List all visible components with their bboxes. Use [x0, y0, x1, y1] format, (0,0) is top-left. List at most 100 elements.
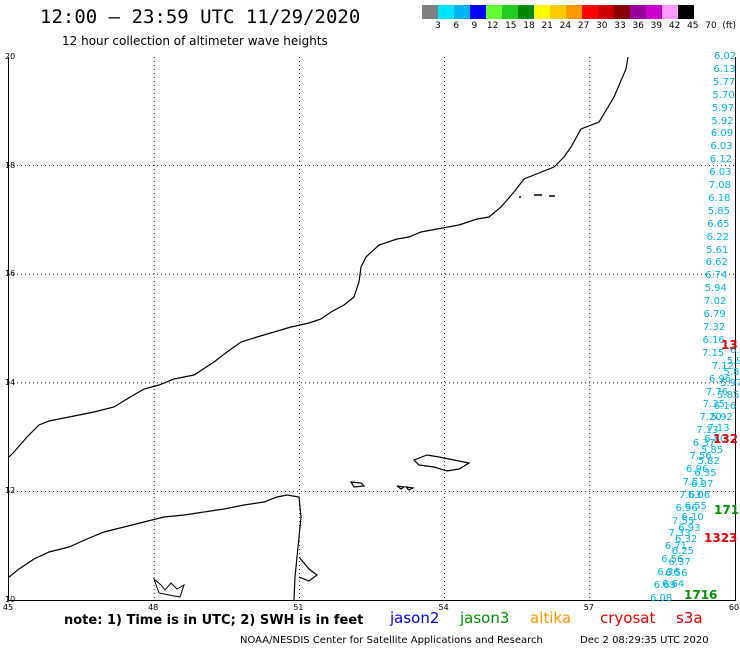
wave-height-label: 6.36	[657, 567, 680, 579]
wave-height-label: 6.03	[710, 141, 733, 153]
cryosat-label: 132	[713, 432, 739, 446]
wave-height-label: 6.37	[668, 556, 691, 568]
wave-height-label: 6.56	[665, 567, 688, 579]
wave-height-label: 5.82	[697, 456, 720, 468]
latitude-label: 18	[5, 160, 16, 170]
wave-height-label: 6.16	[702, 334, 725, 346]
wave-height-label: 6.09	[710, 128, 734, 140]
latitude-label: 10	[5, 595, 16, 604]
wave-height-label: 5.77	[712, 76, 736, 88]
legend-swatch-14	[646, 5, 662, 19]
legend-label: 18	[523, 21, 535, 31]
coastline-northern	[9, 57, 629, 458]
legend-label: 9	[471, 21, 478, 31]
wave-height-label: 7.32	[703, 322, 726, 333]
wave-height-label: 6.96	[686, 463, 709, 475]
legend-label: 6	[453, 21, 460, 31]
wave-height-label: 6.55	[684, 501, 707, 512]
wave-height-label: 7.20	[699, 412, 722, 424]
wave-height-label: 7.13	[696, 425, 719, 437]
legend-swatch-12	[614, 5, 630, 19]
legend-swatch-0	[422, 5, 438, 19]
wave-height-label: 5.70	[712, 89, 735, 101]
wave-height-label: 6.37	[691, 478, 714, 490]
legend-swatch-1	[438, 5, 454, 19]
wave-height-label: 7.55	[671, 515, 695, 527]
latitude-label: 20	[5, 52, 16, 61]
wave-height-label: 6.32	[674, 534, 698, 546]
cryosat-label: 1323	[704, 531, 738, 545]
wave-height-label: 6.22	[706, 231, 729, 243]
island	[412, 454, 471, 472]
wave-height-label: 6.56	[675, 502, 698, 514]
legend-label: 39	[650, 21, 663, 31]
wave-height-label: 7.56	[689, 451, 712, 463]
satellite-jason2: jason2	[390, 609, 440, 627]
wave-height-label: 6.02	[714, 51, 737, 62]
wave-height-label: 5.95	[726, 356, 740, 368]
legend-swatch-9	[566, 5, 582, 19]
legend-swatch-8	[550, 5, 566, 19]
wave-height-label: 5.92	[711, 115, 734, 127]
longitude-label: 45	[2, 603, 14, 612]
wave-height-label: 7.13	[707, 423, 730, 434]
map-plot-area	[8, 57, 736, 601]
wave-height-label: 7.08	[708, 180, 732, 192]
northern-islets	[519, 194, 555, 198]
legend-label: 15	[505, 21, 517, 31]
legend-swatch-15	[662, 5, 678, 19]
wave-height-label: 7.51	[682, 476, 705, 488]
map-subtitle: 12 hour collection of altimeter wave hei…	[62, 34, 328, 48]
wave-height-label: 7.15	[701, 347, 725, 359]
jason3-label: 1716	[684, 588, 718, 602]
southwest-islands	[152, 577, 185, 598]
longitude-label: 51	[293, 603, 304, 612]
wave-height-label: 6.74	[705, 270, 728, 282]
latitude-label: 12	[5, 486, 16, 496]
legend-swatch-4	[486, 5, 502, 19]
legend-label: 24	[559, 21, 572, 31]
legend-label: 33	[614, 21, 626, 31]
legend-labels: 3 6 9 12 15 18 21 24 27 30 33 36 39 42 45 70 (ft)	[422, 21, 740, 33]
legend-label: 36	[632, 21, 644, 31]
legend-swatch-16	[678, 5, 694, 19]
wave-height-label: 6.62	[705, 257, 728, 269]
wave-height-label: 5.97	[720, 378, 740, 390]
color-legend	[422, 5, 694, 19]
legend-label: 3	[435, 21, 441, 31]
wave-height-label: 6.35	[694, 467, 717, 479]
wave-height-label: 6.79	[703, 309, 726, 321]
wave-height-label: 5.61	[706, 244, 729, 256]
legend-label: 70	[705, 21, 717, 31]
legend-label: 42	[668, 21, 681, 31]
legend-swatch-3	[470, 5, 486, 19]
satellite-altika: altika	[530, 609, 572, 627]
wave-height-label: 7.35	[702, 399, 725, 411]
wave-height-label: 7.76	[705, 386, 729, 398]
wave-height-label: 7.33	[668, 528, 691, 540]
wave-height-label: 6.06	[687, 489, 711, 501]
wave-height-label: 6.12	[709, 154, 733, 166]
legend-label: 45	[687, 21, 699, 31]
wave-height-label: 5.85	[717, 389, 740, 401]
legend-swatch-5	[502, 5, 518, 19]
longitude-label: 54	[438, 603, 449, 612]
wave-height-label: 6.13	[713, 63, 736, 75]
legend-label: 27	[577, 21, 590, 31]
wave-height-label: 5.89	[723, 367, 740, 379]
map-title: 12:00 – 23:59 UTC 11/29/2020	[40, 6, 361, 28]
wave-height-label: 5.85	[700, 445, 724, 457]
wave-height-label: 6.08	[650, 593, 673, 604]
coastline-inlet	[298, 556, 318, 582]
legend-label: (ft)	[722, 21, 736, 31]
satellite-jason3: jason3	[460, 609, 510, 627]
legend-swatch-6	[518, 5, 534, 19]
wave-height-label: 6.64	[662, 579, 685, 590]
latitude-label: 16	[5, 269, 16, 279]
generation-date: Dec 2 08:29:35 UTC 2020	[580, 635, 709, 646]
wave-height-label: 7.63	[679, 489, 702, 501]
map-canvas	[9, 57, 735, 600]
legend-swatch-7	[534, 5, 550, 19]
legend-swatch-11	[598, 5, 614, 19]
wave-height-label: 6.03	[709, 167, 732, 179]
